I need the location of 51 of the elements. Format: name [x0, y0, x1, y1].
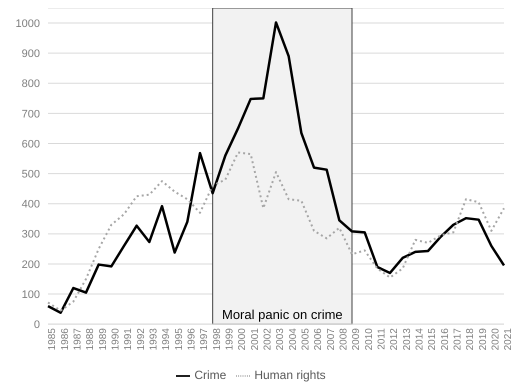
x-tick-label: 2017 [452, 328, 464, 350]
x-tick-label: 1996 [186, 328, 198, 350]
x-tick-label: 2001 [250, 328, 261, 350]
y-tick-label: 700 [22, 108, 40, 120]
y-tick-label: 600 [22, 138, 40, 150]
x-tick-label: 1987 [72, 328, 84, 350]
y-tick-label: 300 [22, 228, 40, 241]
x-tick-label: 2014 [414, 328, 426, 350]
x-tick-label: 2010 [364, 328, 375, 350]
x-tick-label: 1992 [136, 328, 147, 350]
x-tick-label: 1994 [161, 328, 172, 350]
y-tick-label: 200 [22, 258, 40, 271]
y-tick-label: 100 [22, 288, 40, 301]
x-tick-label: 2003 [275, 328, 286, 350]
x-tick-label: 2020 [490, 328, 502, 350]
x-tick-label: 2015 [427, 328, 438, 350]
x-tick-label: 1985 [47, 328, 58, 350]
x-tick-label: 1998 [212, 328, 223, 350]
x-tick-label: 2013 [402, 328, 413, 350]
x-tick-label: 1989 [98, 328, 109, 350]
x-tick-label: 2004 [288, 328, 299, 350]
x-tick-label: 2018 [465, 328, 476, 350]
x-tick-label: 1991 [123, 328, 134, 350]
x-tick-label: 2002 [262, 328, 274, 350]
legend-label: Crime [194, 368, 226, 382]
x-tick-label: 1999 [224, 328, 236, 350]
x-tick-label: 2000 [237, 328, 248, 350]
x-tick-label: 1993 [148, 328, 160, 350]
y-tick-label: 900 [22, 48, 40, 60]
x-tick-label: 2006 [313, 328, 324, 350]
x-tick-label: 2007 [326, 328, 337, 350]
x-tick-label: 1997 [199, 328, 210, 350]
x-tick-label: 2011 [376, 328, 388, 350]
y-tick-label: 0 [34, 319, 40, 332]
x-tick-label: 1990 [110, 328, 122, 350]
x-tick-label: 2012 [389, 328, 400, 350]
x-tick-label: 1995 [174, 328, 185, 350]
x-tick-label: 2008 [338, 328, 350, 350]
x-tick-label: 2016 [440, 328, 451, 350]
y-tick-label: 400 [22, 198, 40, 211]
y-tick-label: 1000 [16, 18, 40, 30]
y-tick-label: 500 [22, 168, 40, 181]
x-tick-label: 1986 [60, 328, 71, 350]
x-tick-label: 2021 [503, 328, 514, 350]
x-tick-label: 2019 [478, 328, 489, 350]
x-tick-label: 2009 [351, 328, 362, 350]
x-tick-label: 1988 [85, 328, 96, 350]
x-tick-label: 2005 [300, 328, 312, 350]
legend-label: Human rights [254, 368, 326, 382]
band-label: Moral panic on crime [222, 307, 343, 322]
y-tick-label: 800 [22, 78, 40, 90]
